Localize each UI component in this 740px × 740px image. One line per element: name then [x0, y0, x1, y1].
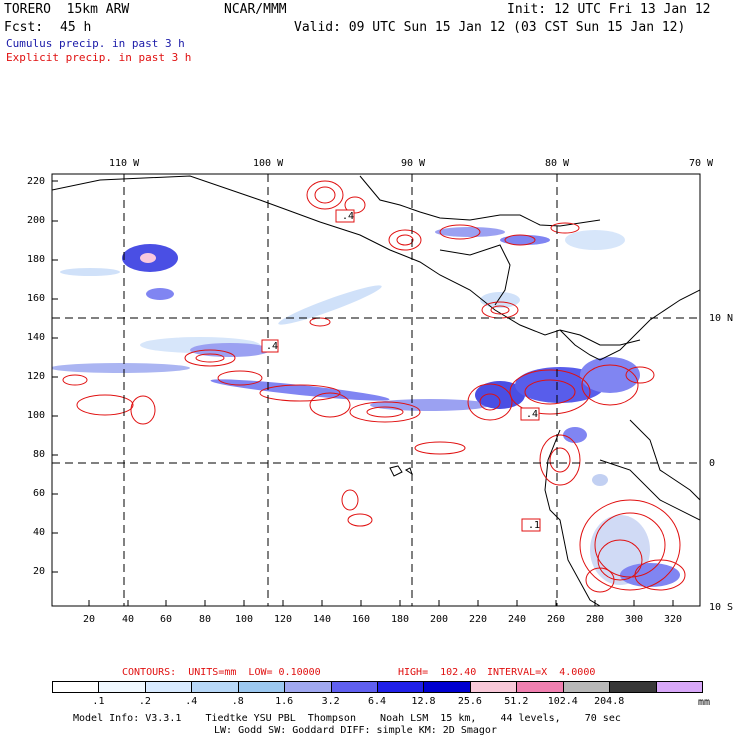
lat-lon-grid — [52, 174, 700, 606]
lat-label: 10 N — [709, 313, 734, 324]
lon-label: 100 W — [253, 158, 284, 169]
x-tick-label: 80 — [199, 614, 212, 625]
legend-swatch — [423, 681, 471, 693]
lon-label: 80 W — [545, 158, 570, 169]
y-tick-label: 120 — [27, 371, 46, 382]
box-label: .4 — [266, 341, 279, 352]
legend-tick-label: .2 — [138, 696, 151, 707]
x-tick-label: 260 — [547, 614, 566, 625]
legend-swatch — [377, 681, 425, 693]
legend-tick-label: .1 — [92, 696, 105, 707]
x-tick-label: 100 — [235, 614, 254, 625]
legend-swatch — [609, 681, 657, 693]
cumulus-precip-label: Cumulus precip. in past 3 h — [6, 37, 185, 50]
legend-swatch — [237, 681, 286, 693]
model-physics: LW: Godd SW: Goddard DIFF: simple KM: 2D… — [214, 725, 497, 736]
x-tick-label: 240 — [508, 614, 527, 625]
legend-swatch — [516, 681, 564, 693]
legend-tick-label: .4 — [185, 696, 198, 707]
legend-swatch — [52, 681, 100, 693]
legend-tick-label: 204.8 — [594, 696, 625, 707]
y-tick-label: 140 — [27, 332, 46, 343]
contours-units: CONTOURS: UNITS=mm LOW= 0.10000 — [122, 667, 321, 678]
legend-swatch — [562, 681, 611, 693]
x-tick-label: 120 — [274, 614, 293, 625]
x-tick-label: 300 — [625, 614, 644, 625]
lon-label: 70 W — [689, 158, 714, 169]
y-tick-label: 200 — [27, 215, 46, 226]
legend-swatch — [284, 681, 332, 693]
init-time: Init: 12 UTC Fri 13 Jan 12 — [507, 2, 711, 17]
y-tick-label: 20 — [33, 566, 46, 577]
x-tick-label: 20 — [83, 614, 96, 625]
organization-label: NCAR/MMM — [224, 2, 287, 17]
box-label: .4 — [342, 211, 355, 222]
explicit-precip-label: Explicit precip. in past 3 h — [6, 51, 192, 64]
legend-swatch — [98, 681, 146, 693]
coastlines — [52, 175, 700, 606]
y-tick-label: 40 — [33, 527, 46, 538]
y-tick-label: 160 — [27, 293, 46, 304]
model-info: Model Info: V3.3.1 Tiedtke YSU PBL Thomp… — [73, 713, 621, 724]
x-tick-label: 220 — [469, 614, 488, 625]
cumulus-shading — [52, 227, 680, 587]
lon-label: 90 W — [401, 158, 426, 169]
lon-label: 110 W — [109, 158, 140, 169]
lat-label: 0 — [709, 458, 716, 469]
forecast-hours: 45 h — [60, 20, 92, 35]
legend-tick-label: 25.6 — [457, 696, 482, 707]
legend-tick-label: 1.6 — [275, 696, 294, 707]
x-tick-label: 180 — [391, 614, 410, 625]
legend-swatch — [144, 681, 193, 693]
forecast-label: Fcst: — [4, 20, 44, 35]
legend-tick-label: 102.4 — [547, 696, 578, 707]
y-tick-label: 220 — [27, 176, 46, 187]
legend-tick-label: 12.8 — [411, 696, 436, 707]
valid-time: Valid: 09 UTC Sun 15 Jan 12 (03 CST Sun … — [294, 20, 686, 35]
box-label: .1 — [528, 520, 541, 531]
y-tick-label: 80 — [33, 449, 46, 460]
y-tick-label: 100 — [27, 410, 46, 421]
x-tick-label: 140 — [313, 614, 332, 625]
x-tick-label: 200 — [430, 614, 449, 625]
y-tick-label: 60 — [33, 488, 46, 499]
legend-swatch — [330, 681, 378, 693]
left-ticks — [52, 180, 58, 573]
legend-swatch — [191, 681, 239, 693]
legend-tick-label: 3.2 — [321, 696, 340, 707]
lat-label: 10 S — [709, 602, 734, 613]
explicit-precip-contours — [62, 180, 686, 593]
y-tick-label: 180 — [27, 254, 46, 265]
contour-value-boxes — [261, 209, 541, 532]
x-tick-label: 280 — [586, 614, 605, 625]
x-tick-label: 160 — [352, 614, 371, 625]
contours-interval: INTERVAL=X 4.0000 — [487, 667, 596, 678]
box-label: .4 — [526, 409, 539, 420]
legend-tick-label: 51.2 — [504, 696, 529, 707]
legend-tick-label: .8 — [231, 696, 244, 707]
x-tick-label: 40 — [122, 614, 135, 625]
contours-high: HIGH= 102.40 — [398, 667, 477, 678]
x-tick-label: 60 — [160, 614, 173, 625]
legend-swatch — [655, 681, 703, 693]
plot-frame — [51, 173, 701, 607]
x-tick-label: 320 — [664, 614, 683, 625]
legend-unit: mm — [698, 697, 711, 708]
legend-tick-label: 6.4 — [368, 696, 387, 707]
bottom-ticks — [88, 600, 674, 606]
legend-swatch — [469, 681, 518, 693]
model-title: TORERO 15km ARW — [4, 2, 130, 17]
